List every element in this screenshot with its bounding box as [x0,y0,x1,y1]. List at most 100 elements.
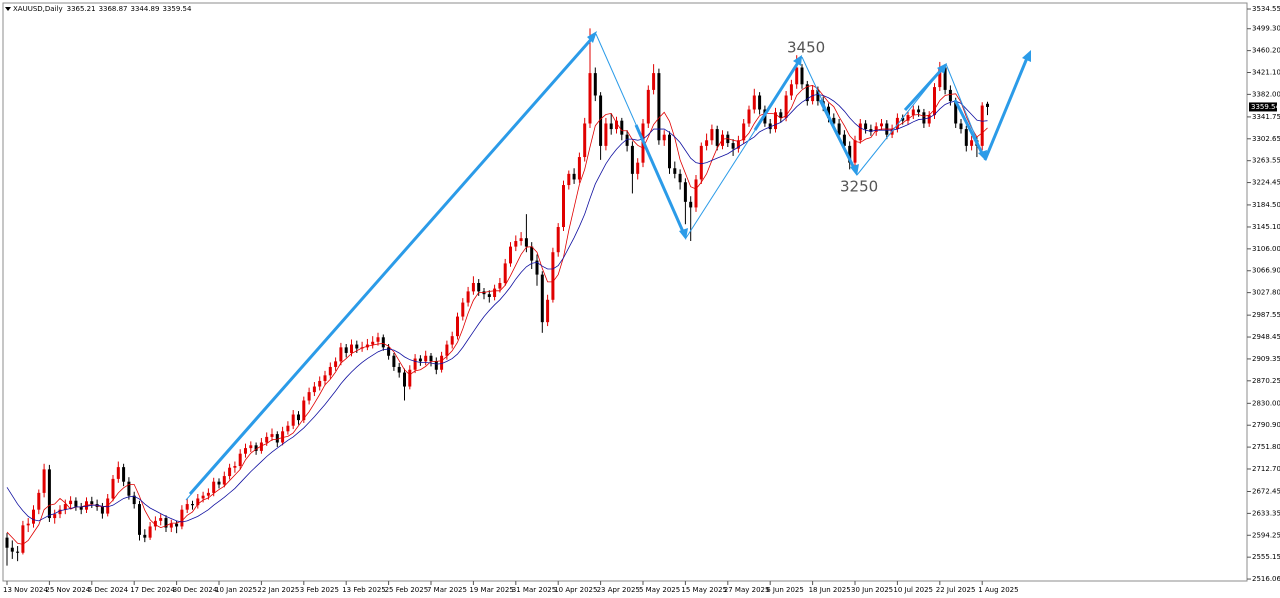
candle-body [858,123,862,141]
candle-body [715,129,719,146]
candle-body [604,123,608,146]
open-value: 3365.21 [67,5,96,13]
candle-body [519,238,523,242]
y-tick-label: 3224.45 [1252,179,1280,187]
trend-arrow [188,35,596,495]
candle-body [424,355,428,362]
arrow-head [679,228,688,240]
candle-body [318,380,322,387]
candle-body [397,366,401,373]
candle-body [201,495,205,499]
y-tick-label: 3263.55 [1252,157,1280,165]
candle-body [970,140,974,146]
candle-body [593,73,597,96]
arrow-head [793,55,802,66]
candle-body [244,448,247,454]
y-tick-label: 3341.75 [1252,113,1280,121]
low-value: 3344.89 [131,5,160,13]
close-value: 3359.54 [162,5,191,13]
candle-body [948,89,952,102]
candle-body [418,358,422,362]
candle-body [434,361,438,370]
candle-body [10,547,14,552]
candle-body [933,87,936,116]
candle-body [344,347,348,353]
candle-body [371,341,375,345]
candle-body [206,492,210,496]
candle-body [63,504,67,510]
x-tick-label: 30 Jun 2025 [851,586,893,594]
candle-body [259,442,263,451]
candle-body [768,123,772,130]
arrow-head [1022,50,1031,62]
candle-body [556,227,560,253]
candle-body [461,302,465,317]
y-tick-label: 3421.10 [1252,68,1280,76]
x-tick-label: 1 Aug 2025 [978,586,1018,594]
candle-body [710,129,714,141]
x-tick-label: 22 Jul 2025 [936,586,976,594]
y-tick-label: 3460.20 [1252,47,1280,55]
candle-body [895,117,899,130]
candle-body [180,509,184,527]
candle-body [964,129,968,146]
moving-average [6,85,988,545]
x-tick-label: 15 May 2025 [681,586,727,594]
y-tick-label: 2594.25 [1252,531,1280,539]
candle-body [832,117,836,124]
candle-body [143,534,147,538]
y-tick-label: 3106.00 [1252,245,1280,253]
candle-body [477,282,481,292]
candle-body [217,481,221,485]
x-tick-label: 13 Nov 2024 [3,586,48,594]
candle-body [323,375,327,381]
candle-body [32,509,35,524]
candle-body [42,469,46,493]
candle-body [588,73,592,124]
candle-body [535,260,539,275]
candle-body [689,201,693,208]
candle-body [562,185,565,228]
y-tick-label: 2633.35 [1252,509,1280,517]
candle-body [816,89,820,102]
arrow-head [937,63,947,74]
candle-body [498,282,502,289]
candle-body [620,120,624,135]
collapse-icon[interactable] [5,7,11,11]
y-tick-label: 3302.65 [1252,135,1280,143]
candle-body [471,282,475,292]
candle-body [577,157,581,180]
candle-body [148,526,152,538]
candle-body [16,551,20,553]
y-tick-label: 2672.45 [1252,488,1280,496]
candle-body [74,500,78,507]
candle-body [630,145,634,174]
candle-body [302,400,306,421]
candle-body [307,392,311,401]
candle-body [111,478,115,499]
candle-body [47,469,51,519]
candle-body [275,434,279,443]
y-tick-label: 2830.00 [1252,399,1280,407]
chart-title: XAUUSD,Daily [13,5,63,13]
y-tick-label: 3382.00 [1252,90,1280,98]
price-label: 3359.54 [1251,103,1280,111]
y-tick-label: 3184.50 [1252,201,1280,209]
candle-body [90,501,94,505]
candle-body [381,337,385,348]
candle-body [450,336,454,345]
candle-body [683,182,687,202]
candle-body [387,347,391,356]
x-tick-label: 25 Feb 2025 [385,586,429,594]
candle-body [805,84,809,102]
candle-body [265,436,269,443]
candle-body [567,173,571,186]
candle-body [827,106,830,118]
x-tick-label: 7 Mar 2025 [427,586,467,594]
x-tick-label: 25 Nov 2024 [45,586,90,594]
candle-body [312,386,316,393]
candle-body [784,95,788,118]
candle-body [116,467,120,479]
